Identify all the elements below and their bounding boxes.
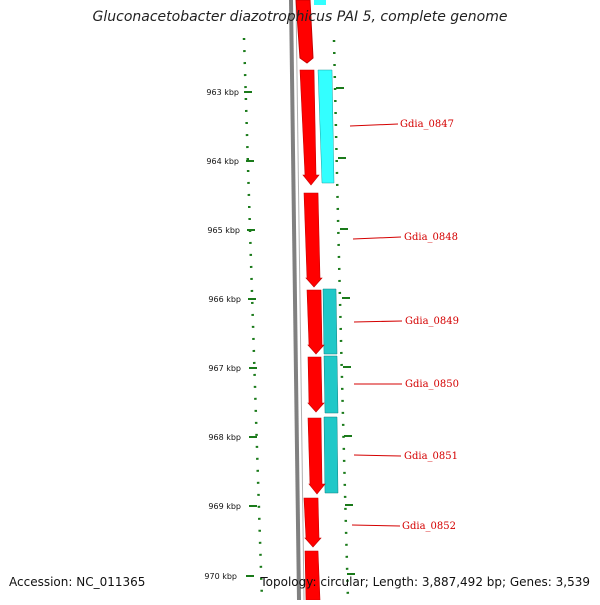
gene-label-0850: Gdia_0850 <box>354 379 459 390</box>
gene-arrow-0849 <box>306 289 325 355</box>
ticks-right <box>336 87 355 575</box>
tick-label: 967 kbp <box>208 364 241 373</box>
gene-label-text: Gdia_0849 <box>405 316 459 327</box>
tick-963: 963 kbp <box>206 88 252 97</box>
topology-summary: Topology: circular; Length: 3,887,492 bp… <box>260 575 590 589</box>
tick-968: 968 kbp <box>208 433 257 442</box>
tick-966: 966 kbp <box>208 295 256 304</box>
feature-bar-0851 <box>323 416 339 494</box>
accession-text: Accession: NC_011365 <box>9 575 146 589</box>
tick-label: 965 kbp <box>207 226 240 235</box>
tick-969: 969 kbp <box>208 502 257 511</box>
gene-arrow-0852 <box>303 497 322 548</box>
gene-arrow-0851 <box>307 417 326 495</box>
gene-arrow-0847 <box>299 69 320 186</box>
feature-bar-0847 <box>317 69 335 184</box>
tick-label: 969 kbp <box>208 502 241 511</box>
genome-backbone-inner <box>295 0 305 601</box>
gene-label-text: Gdia_0847 <box>400 119 454 130</box>
feature-bar-0849 <box>322 288 338 355</box>
tick-970: 970 kbp <box>204 572 254 581</box>
gene-label-0849: Gdia_0849 <box>353 316 459 327</box>
tick-964: 964 kbp <box>206 157 254 166</box>
tick-965: 965 kbp <box>207 226 255 235</box>
gene-label-0847: Gdia_0847 <box>349 119 454 130</box>
gc-skew-track-left <box>242 37 264 601</box>
gene-arrow-0848 <box>303 192 323 288</box>
tick-label: 968 kbp <box>208 433 241 442</box>
tick-967: 967 kbp <box>208 364 257 373</box>
gene-arrow-0850 <box>307 356 325 413</box>
tick-label: 964 kbp <box>206 157 239 166</box>
tick-label: 963 kbp <box>206 88 239 97</box>
gene-label-text: Gdia_0850 <box>405 379 459 390</box>
gene-label-text: Gdia_0848 <box>404 232 458 243</box>
feature-bar-0850 <box>323 355 339 414</box>
gene-label-0848: Gdia_0848 <box>352 232 458 243</box>
feature-partial-top <box>314 0 326 5</box>
genome-backbone <box>289 0 301 601</box>
tick-label: 966 kbp <box>208 295 241 304</box>
gene-label-0851: Gdia_0851 <box>353 451 458 462</box>
genome-title: Gluconacetobacter diazotrophicus PAI 5, … <box>92 9 508 25</box>
tick-label: 970 kbp <box>204 572 237 581</box>
gene-label-0852: Gdia_0852 <box>351 521 456 532</box>
gene-partial-top <box>295 0 314 64</box>
gene-label-text: Gdia_0851 <box>404 451 458 462</box>
gene-label-text: Gdia_0852 <box>402 521 456 532</box>
